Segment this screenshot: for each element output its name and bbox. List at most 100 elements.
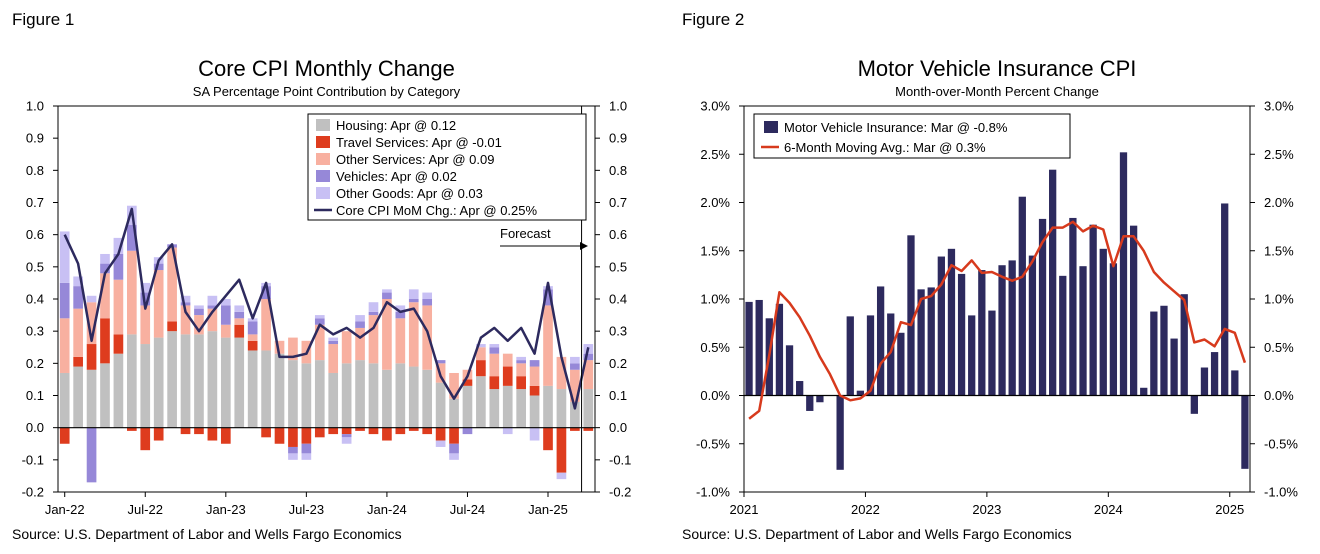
fig1-bar-travel <box>127 427 137 431</box>
fig1-bar-other_goods <box>502 427 513 435</box>
fig1-bar-vehicles <box>382 292 392 299</box>
fig1-bar-other_services <box>516 363 526 377</box>
fig2-ytick-label-right: 2.0% <box>1264 195 1294 210</box>
fig1-bar-vehicles <box>86 427 97 483</box>
fig2-legend-swatch <box>764 121 778 133</box>
fig1-bar-other_goods <box>422 292 433 299</box>
fig2-bar-mvi_bar <box>755 299 763 396</box>
fig1-bar-other_goods <box>355 315 365 322</box>
fig1-series-line <box>63 207 590 410</box>
fig2-bar-mvi_bar <box>1190 395 1198 414</box>
fig1-bar-vehicles <box>59 282 70 319</box>
fig1-bar-other_goods <box>73 276 83 287</box>
fig1-bar-other_services <box>382 299 392 370</box>
fig1-bar-travel <box>73 356 83 367</box>
fig1-bar-housing <box>543 385 553 428</box>
fig1-bar-other_goods <box>314 315 325 319</box>
fig2-bar-mvi_bar <box>796 381 804 396</box>
fig1-legend-box <box>307 113 587 221</box>
fig2-bar-mvi_bar <box>947 248 956 396</box>
fig1-bar-vehicles <box>368 311 379 316</box>
fig1-ytick-label: 0.0 <box>26 420 44 435</box>
fig1-bar-vehicles <box>583 353 594 361</box>
fig1-bar-housing <box>247 350 258 428</box>
fig1-bar-other_services <box>194 315 204 335</box>
fig1-bar-housing <box>583 389 594 428</box>
fig2-bar-mvi_bar <box>1160 305 1168 396</box>
fig2-bar-mvi_bar <box>1170 338 1178 396</box>
fig1-bar-other_services <box>341 331 352 364</box>
fig2-bar-mvi_bar <box>1049 169 1057 396</box>
fig1-bar-housing <box>113 353 124 428</box>
fig1-bar-vehicles <box>395 311 406 319</box>
fig1-bar-travel <box>328 427 339 435</box>
fig1-legend-label: Travel Services: Apr @ -0.01 <box>336 135 502 150</box>
fig1-bar-other_goods <box>368 302 379 312</box>
fig1-bar-vehicles <box>288 446 298 454</box>
fig1-bar-housing <box>73 366 83 428</box>
fig1-bar-other_goods <box>382 289 392 293</box>
fig1-bar-other_services <box>100 273 110 319</box>
fig1-bar-travel <box>543 427 553 451</box>
fig1-bar-vehicles <box>194 308 204 316</box>
fig1-xtick-label: Jul-23 <box>289 502 324 517</box>
fig1-xtick-label: Jan-23 <box>206 502 246 517</box>
fig2-ytick-label: -1.0% <box>696 485 730 500</box>
fig1-ytick-label-right: 0.9 <box>609 131 627 146</box>
fig1-bar-travel <box>153 427 164 441</box>
fig2-ytick-label-right: 3.0% <box>1264 99 1294 114</box>
fig1-bar-travel <box>341 427 352 435</box>
fig2-ytick-label: 1.5% <box>700 243 730 258</box>
fig2-ytick-label-right: -0.5% <box>1264 436 1298 451</box>
fig1-bar-vehicles <box>462 427 473 435</box>
fig1-bar-vehicles <box>220 305 231 325</box>
fig1-bar-other_services <box>167 247 177 322</box>
fig1-bar-other_services <box>180 305 191 335</box>
fig1-bar-other_goods <box>435 440 446 447</box>
fig1-bar-travel <box>516 376 526 390</box>
fig2-bar-mvi_bar <box>1140 387 1148 396</box>
fig1-bar-travel <box>408 427 419 431</box>
fig1-chart-title: Core CPI Monthly Change <box>198 56 455 81</box>
fig1-ytick-label: 0.9 <box>26 131 44 146</box>
fig2-bar-mvi_bar <box>1089 224 1097 396</box>
fig1-bar-travel <box>529 385 540 396</box>
fig2-xtick-label: 2021 <box>730 502 759 517</box>
fig1-bar-vehicles <box>489 347 500 354</box>
fig1-bar-other_goods <box>234 305 245 312</box>
fig1-bar-vehicles <box>422 299 433 306</box>
fig1-bar-housing <box>570 401 580 428</box>
fig1-bar-housing <box>288 360 298 428</box>
fig1-ytick-label: 0.1 <box>26 388 44 403</box>
fig1-bar-housing <box>408 366 419 428</box>
fig1-bar-other_goods <box>140 282 151 293</box>
fig1-bar-housing <box>355 360 365 428</box>
fig1-bar-other_services <box>127 250 137 335</box>
fig1-bar-vehicles <box>341 434 352 438</box>
fig1-bar-other_goods <box>207 295 218 306</box>
fig1-bar-vehicles <box>153 263 164 271</box>
fig2-bar-mvi_bar <box>1150 311 1158 396</box>
fig1-bar-other_services <box>355 327 365 361</box>
fig1-bar-travel <box>301 427 312 444</box>
fig1-legend-label: Housing: Apr @ 0.12 <box>336 118 456 133</box>
fig1-bar-travel <box>220 427 231 444</box>
fig1-bar-other_goods <box>113 237 124 254</box>
fig1-bar-housing <box>127 334 137 428</box>
fig1-bar-other_services <box>153 270 164 338</box>
fig1-bar-housing <box>368 363 379 428</box>
fig2-ytick-label-right: 0.5% <box>1264 340 1294 355</box>
fig2-bar-mvi_bar <box>1210 352 1219 396</box>
fig1-ytick-label-right: -0.1 <box>609 452 631 467</box>
fig1-bar-other_services <box>86 302 97 345</box>
fig2-bar-mvi_bar <box>1180 294 1188 396</box>
fig2-bar-mvi_bar <box>887 313 895 396</box>
fig2-ytick-label: -0.5% <box>696 436 730 451</box>
fig2-ytick-label-right: 1.0% <box>1264 292 1294 307</box>
fig1-bar-travel <box>234 324 245 338</box>
fig2-ytick-label: 1.0% <box>700 292 730 307</box>
fig1-ytick-label: 0.8 <box>26 163 44 178</box>
fig2-bar-mvi_bar <box>907 235 915 396</box>
fig2-bar-mvi_bar <box>1221 203 1229 396</box>
fig1-bar-housing <box>476 376 486 428</box>
